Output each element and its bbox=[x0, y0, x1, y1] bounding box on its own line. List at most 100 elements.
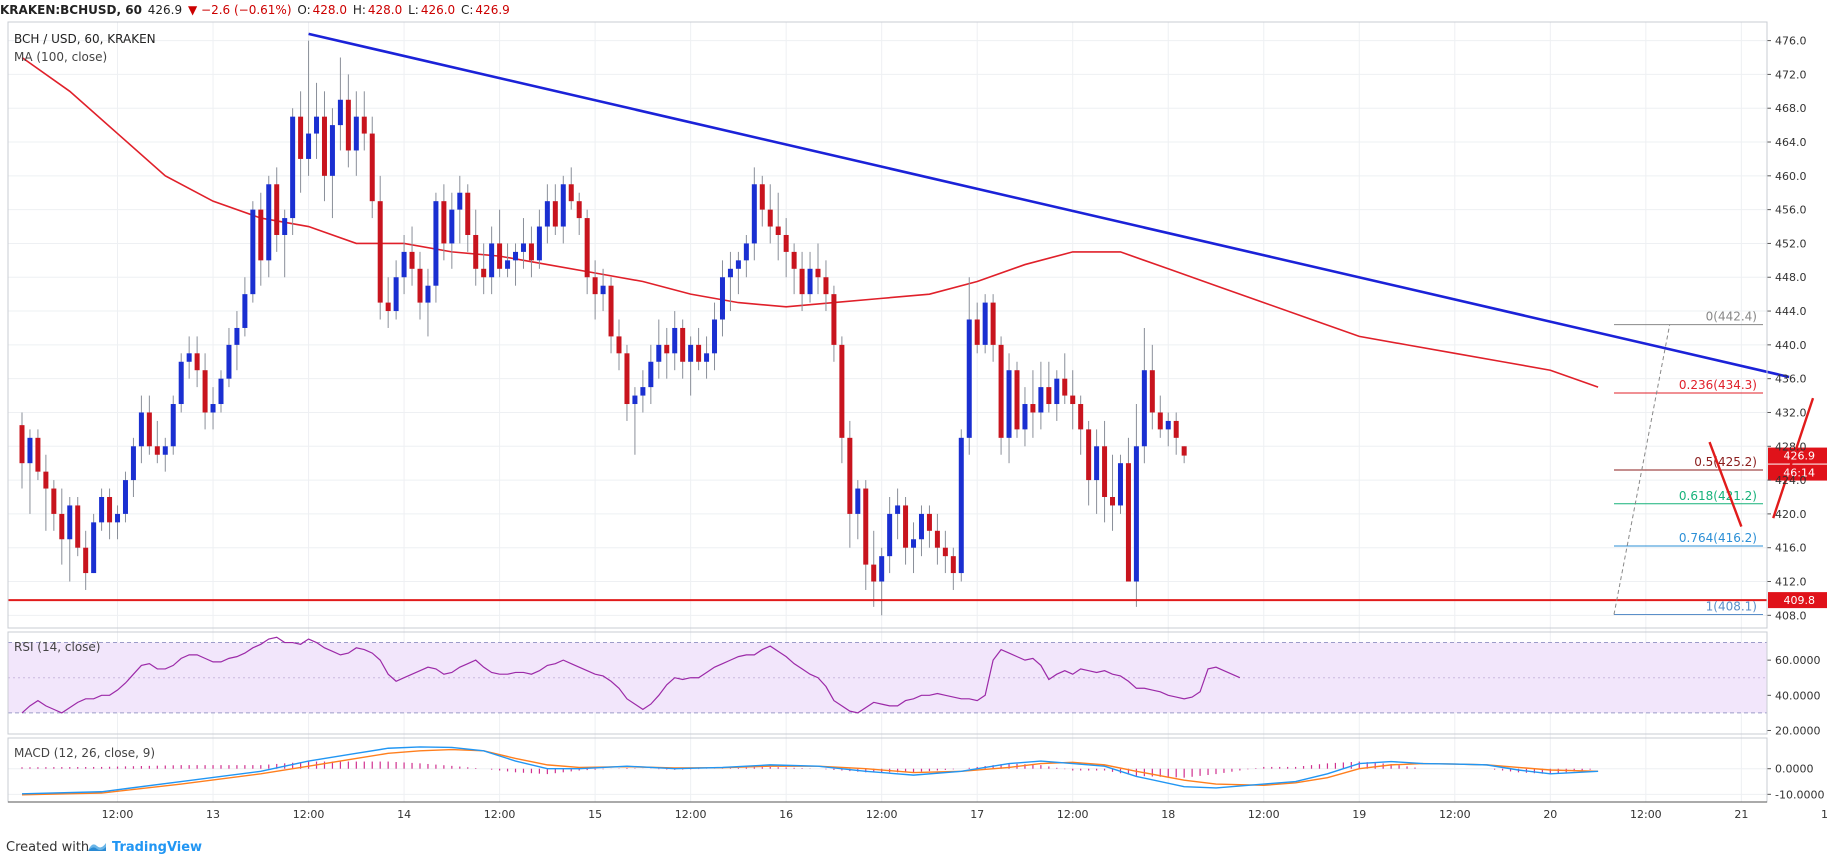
candle-body bbox=[847, 437, 853, 514]
candle bbox=[855, 480, 861, 540]
candle bbox=[934, 513, 940, 565]
support-price-badge-text: 409.8 bbox=[1784, 594, 1816, 607]
ma-legend: MA (100, close) bbox=[14, 50, 107, 64]
candle bbox=[449, 192, 455, 269]
x-tick-label: 12:00 bbox=[1821, 808, 1828, 821]
candle-body bbox=[59, 513, 65, 540]
candle bbox=[911, 522, 917, 574]
candle-body bbox=[266, 184, 272, 261]
candle bbox=[990, 294, 996, 362]
candle-body bbox=[497, 243, 503, 269]
candle bbox=[743, 234, 749, 278]
candle-body bbox=[640, 387, 646, 396]
candle-body bbox=[799, 268, 805, 295]
candle bbox=[266, 175, 272, 278]
candle bbox=[1149, 344, 1155, 430]
candle bbox=[1046, 361, 1052, 413]
candle bbox=[664, 327, 670, 379]
candle-body bbox=[1046, 387, 1052, 405]
candle-body bbox=[1157, 412, 1163, 430]
candle bbox=[608, 277, 614, 354]
candle-body bbox=[680, 327, 686, 362]
candle-body bbox=[1030, 404, 1036, 413]
candle bbox=[465, 184, 471, 252]
symbol-label[interactable]: KRAKEN:BCHUSD, 60 bbox=[0, 3, 142, 17]
tradingview-brand[interactable]: TradingView bbox=[112, 840, 203, 855]
candle bbox=[823, 260, 829, 312]
candle-body bbox=[210, 404, 216, 413]
candle-body bbox=[337, 99, 343, 126]
candle-body bbox=[298, 116, 304, 159]
candle-body bbox=[998, 344, 1004, 438]
candle bbox=[688, 336, 694, 396]
candle bbox=[847, 420, 853, 548]
candle bbox=[831, 285, 837, 362]
candle-body bbox=[1014, 370, 1020, 430]
x-tick-label: 18 bbox=[1161, 808, 1175, 821]
candle-body bbox=[457, 192, 463, 210]
x-tick-label: 12:00 bbox=[1248, 808, 1280, 821]
candle bbox=[377, 175, 383, 320]
x-tick-label: 19 bbox=[1352, 808, 1366, 821]
candle-body bbox=[122, 480, 128, 514]
candle-body bbox=[1141, 370, 1147, 447]
candle bbox=[592, 260, 598, 320]
candle-body bbox=[767, 209, 773, 227]
candle bbox=[942, 530, 948, 574]
candle-body bbox=[505, 260, 511, 269]
candle bbox=[306, 40, 312, 176]
candle-body bbox=[815, 268, 821, 278]
x-tick-label: 15 bbox=[588, 808, 602, 821]
x-tick-label: 12:00 bbox=[293, 808, 325, 821]
candle bbox=[576, 192, 582, 235]
candle bbox=[369, 116, 375, 219]
candle bbox=[1078, 395, 1084, 455]
candle bbox=[926, 505, 932, 548]
candle bbox=[242, 277, 248, 337]
candle-body bbox=[385, 302, 391, 312]
candle-body bbox=[1006, 370, 1012, 438]
candle-body bbox=[35, 437, 41, 472]
candle-body bbox=[696, 344, 702, 362]
candle-body bbox=[568, 184, 574, 202]
candle bbox=[35, 429, 41, 481]
candle bbox=[982, 294, 988, 354]
macd-tick-label: -10.0000 bbox=[1775, 788, 1824, 801]
candle bbox=[345, 74, 351, 168]
candle bbox=[481, 243, 487, 295]
candle bbox=[632, 387, 638, 455]
candle bbox=[568, 167, 574, 210]
chart-canvas[interactable]: 0(442.4) 0.236(434.3) 0.5(425.2) 0.618(421.… bbox=[0, 0, 1828, 830]
rsi-tick-label: 20.0000 bbox=[1775, 724, 1821, 737]
panel-frame bbox=[7, 21, 1768, 629]
last-price-badge-text: 426.9 bbox=[1784, 450, 1816, 463]
candle-body bbox=[1173, 420, 1179, 438]
candle bbox=[918, 505, 924, 557]
candle bbox=[290, 108, 296, 235]
candle bbox=[107, 488, 113, 540]
candle bbox=[258, 192, 264, 286]
candle-body bbox=[154, 446, 160, 455]
candle bbox=[560, 175, 566, 244]
candle-body bbox=[186, 353, 192, 362]
candle-body bbox=[895, 505, 901, 514]
candle bbox=[1157, 395, 1163, 438]
candle bbox=[1102, 420, 1108, 523]
candle bbox=[807, 251, 813, 303]
fib-level-label: 0.236(434.3) bbox=[1679, 378, 1757, 392]
y-tick-label: 436.0 bbox=[1775, 373, 1807, 386]
candle bbox=[759, 175, 765, 227]
candle bbox=[489, 226, 495, 295]
candle-body bbox=[719, 277, 725, 320]
x-tick-label: 12:00 bbox=[484, 808, 516, 821]
candle-body bbox=[489, 243, 495, 278]
candle bbox=[735, 251, 741, 295]
candle bbox=[473, 209, 479, 286]
candle-body bbox=[234, 327, 240, 345]
candle-body bbox=[807, 268, 813, 295]
y-tick-label: 416.0 bbox=[1775, 542, 1807, 555]
candle-body bbox=[194, 353, 200, 371]
y-tick-label: 460.0 bbox=[1775, 170, 1807, 183]
candle bbox=[727, 251, 733, 312]
candle-body bbox=[449, 209, 455, 244]
